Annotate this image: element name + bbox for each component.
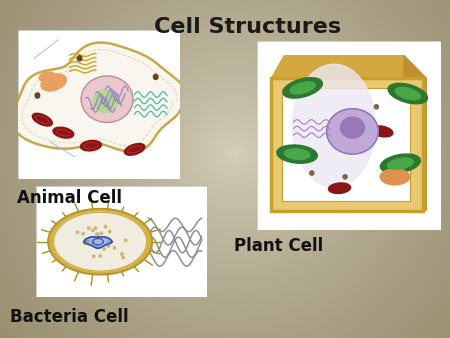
Text: Cell Structures: Cell Structures	[154, 17, 341, 37]
Text: Bacteria Cell: Bacteria Cell	[10, 308, 129, 325]
Text: Animal Cell: Animal Cell	[17, 189, 122, 207]
Text: Plant Cell: Plant Cell	[234, 237, 324, 255]
